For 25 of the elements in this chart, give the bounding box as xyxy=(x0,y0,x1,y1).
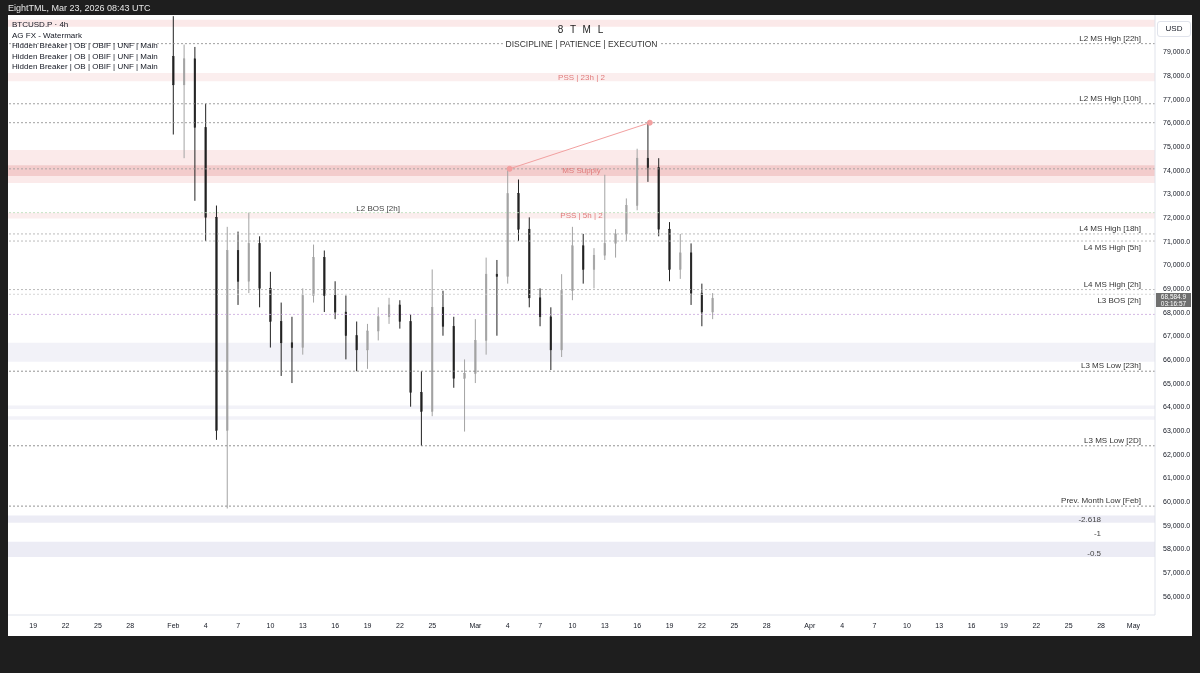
ref-line-label: L2 MS High [22h] xyxy=(1079,33,1141,43)
ref-line-label: Prev. Month Low [Feb] xyxy=(1061,496,1141,506)
annotation: AG FX - Watermark xyxy=(12,30,82,40)
annotation: -1 xyxy=(1093,529,1102,539)
band-label: PSS | 23h | 2 xyxy=(558,72,606,82)
annotation: Hidden Breaker | OB | OBIF | UNF | Main xyxy=(12,41,158,50)
band-label: MS Supply xyxy=(562,166,601,176)
annotation: Hidden Breaker | OB | OBIF | UNF | Main xyxy=(12,62,158,71)
text: USD xyxy=(1157,21,1191,37)
ref-line-label: L3 MS Low [2D] xyxy=(1084,435,1141,445)
text: 8 T M L xyxy=(557,24,606,35)
ref-line-label: L2 MS High [10h] xyxy=(1079,93,1141,103)
band-label: PSS | 5h | 2 xyxy=(560,211,604,221)
ref-line-label: L3 BOS [2h] xyxy=(1097,296,1141,306)
annotation: -0.5 xyxy=(1087,549,1102,559)
ref-line-label: L4 MS High [2h] xyxy=(1083,279,1141,289)
text: DISCIPLINE | PATIENCE | EXECUTION xyxy=(503,39,660,49)
annotation: BTCUSD.P · 4h xyxy=(12,20,69,29)
ref-line-label: L4 MS High [5h] xyxy=(1083,243,1141,253)
annotation: -2.618 xyxy=(1078,515,1102,525)
ref-line-label: L3 MS Low [23h] xyxy=(1080,361,1141,371)
ref-line-label: L4 MS High [18h] xyxy=(1079,223,1141,233)
text: EightTML, Mar 23, 2026 08:43 UTC xyxy=(8,3,151,13)
annotation: Hidden Breaker | OB | OBIF | UNF | Main xyxy=(12,51,158,61)
annotation: L2 BOS [2h] xyxy=(356,203,400,213)
